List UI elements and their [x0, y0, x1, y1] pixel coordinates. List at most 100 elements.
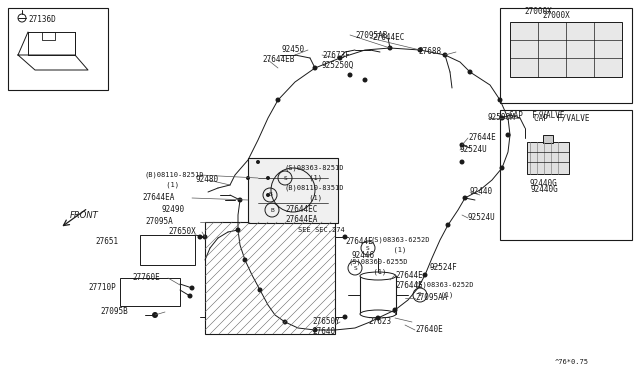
Circle shape	[256, 160, 260, 164]
Text: 27095AA: 27095AA	[415, 294, 447, 302]
Circle shape	[445, 222, 451, 228]
Text: (S)08363-6252D: (S)08363-6252D	[370, 237, 429, 243]
Bar	[120, 278, 180, 306]
Text: S: S	[418, 292, 422, 298]
Circle shape	[422, 273, 428, 278]
Circle shape	[467, 70, 472, 74]
Text: (1): (1)	[432, 292, 453, 298]
Circle shape	[463, 196, 467, 201]
Text: B: B	[270, 208, 274, 212]
Text: (B)08110-8351D: (B)08110-8351D	[285, 185, 344, 191]
Text: CAP  F/VALVE: CAP F/VALVE	[534, 113, 589, 122]
Circle shape	[499, 166, 504, 170]
Text: 27136D: 27136D	[28, 16, 56, 25]
Text: ^76*0.75: ^76*0.75	[555, 359, 589, 365]
Circle shape	[282, 320, 287, 324]
Circle shape	[188, 294, 193, 298]
Text: 27710P: 27710P	[88, 283, 116, 292]
Circle shape	[497, 97, 502, 103]
Text: 92446: 92446	[352, 250, 375, 260]
Circle shape	[460, 142, 465, 148]
Text: 27640: 27640	[312, 327, 335, 337]
Text: 27644E: 27644E	[345, 237, 372, 247]
Text: 92524U: 92524U	[460, 145, 488, 154]
Bar	[8, 8, 108, 90]
Circle shape	[266, 176, 270, 180]
Circle shape	[152, 312, 158, 318]
Text: 92440G: 92440G	[530, 186, 558, 195]
Text: S: S	[353, 266, 357, 270]
Text: 92480: 92480	[195, 176, 218, 185]
Circle shape	[460, 160, 465, 164]
Text: 27644EC: 27644EC	[285, 205, 317, 215]
Text: 27673F: 27673F	[322, 51, 349, 60]
Text: CAP  F/VALVE: CAP F/VALVE	[509, 110, 564, 119]
Circle shape	[506, 132, 511, 138]
Circle shape	[189, 285, 195, 291]
Text: 27000X: 27000X	[524, 7, 552, 16]
Circle shape	[236, 228, 241, 232]
Text: (S)08360-6255D: (S)08360-6255D	[348, 259, 408, 265]
Circle shape	[237, 198, 243, 202]
Text: 92590M: 92590M	[488, 113, 516, 122]
Text: 27644E: 27644E	[395, 280, 423, 289]
Ellipse shape	[360, 310, 396, 318]
Text: S: S	[366, 246, 370, 250]
Circle shape	[202, 234, 207, 240]
Text: (1): (1)	[365, 269, 387, 275]
Circle shape	[442, 52, 447, 58]
Circle shape	[266, 193, 270, 197]
Text: 27650Y: 27650Y	[312, 317, 340, 327]
Circle shape	[348, 73, 353, 77]
Bar	[510, 22, 622, 77]
Text: 27095AB: 27095AB	[355, 31, 387, 39]
Circle shape	[417, 48, 422, 52]
Text: 27095A: 27095A	[145, 218, 173, 227]
Text: (1): (1)	[305, 195, 322, 201]
Bar	[360, 276, 396, 314]
Text: 925250Q: 925250Q	[322, 61, 355, 70]
Circle shape	[257, 288, 262, 292]
Bar	[205, 222, 335, 334]
Text: 27760E: 27760E	[132, 273, 160, 282]
Text: 27644E: 27644E	[468, 134, 496, 142]
Bar	[140, 235, 195, 265]
Text: B: B	[268, 192, 272, 198]
Text: 27644EA: 27644EA	[142, 193, 174, 202]
Text: 92440G: 92440G	[529, 180, 557, 189]
Text: 27644EC: 27644EC	[372, 33, 404, 42]
Text: 92524U: 92524U	[468, 214, 496, 222]
Text: (B)08110-8251D: (B)08110-8251D	[145, 172, 205, 178]
Circle shape	[275, 97, 280, 103]
Text: 27644EA: 27644EA	[285, 215, 317, 224]
Text: 27644EB: 27644EB	[262, 55, 294, 64]
Text: 92524F: 92524F	[430, 263, 458, 273]
Circle shape	[376, 315, 381, 321]
Text: 27644E: 27644E	[395, 270, 423, 279]
Text: 27623: 27623	[368, 317, 391, 327]
Text: SEE SEC.274: SEE SEC.274	[298, 227, 345, 233]
Text: (S)08363-8251D: (S)08363-8251D	[285, 165, 344, 171]
Circle shape	[246, 176, 250, 180]
Circle shape	[337, 55, 342, 61]
Bar	[527, 142, 569, 174]
Text: 27688: 27688	[418, 48, 441, 57]
Text: (1): (1)	[385, 247, 406, 253]
Circle shape	[387, 45, 392, 51]
Text: (1): (1)	[305, 175, 322, 181]
Circle shape	[499, 115, 504, 121]
Bar	[543, 135, 553, 143]
Text: 92450: 92450	[282, 45, 305, 55]
Text: 27640E: 27640E	[415, 326, 443, 334]
Circle shape	[312, 327, 317, 333]
Bar	[500, 110, 632, 240]
Circle shape	[198, 234, 202, 240]
Circle shape	[392, 308, 397, 312]
Bar	[248, 158, 338, 223]
Text: 27000X: 27000X	[542, 10, 570, 19]
Circle shape	[243, 257, 248, 263]
Bar	[500, 8, 632, 103]
Circle shape	[362, 77, 367, 83]
Text: 27651: 27651	[95, 237, 118, 247]
Circle shape	[342, 314, 348, 320]
